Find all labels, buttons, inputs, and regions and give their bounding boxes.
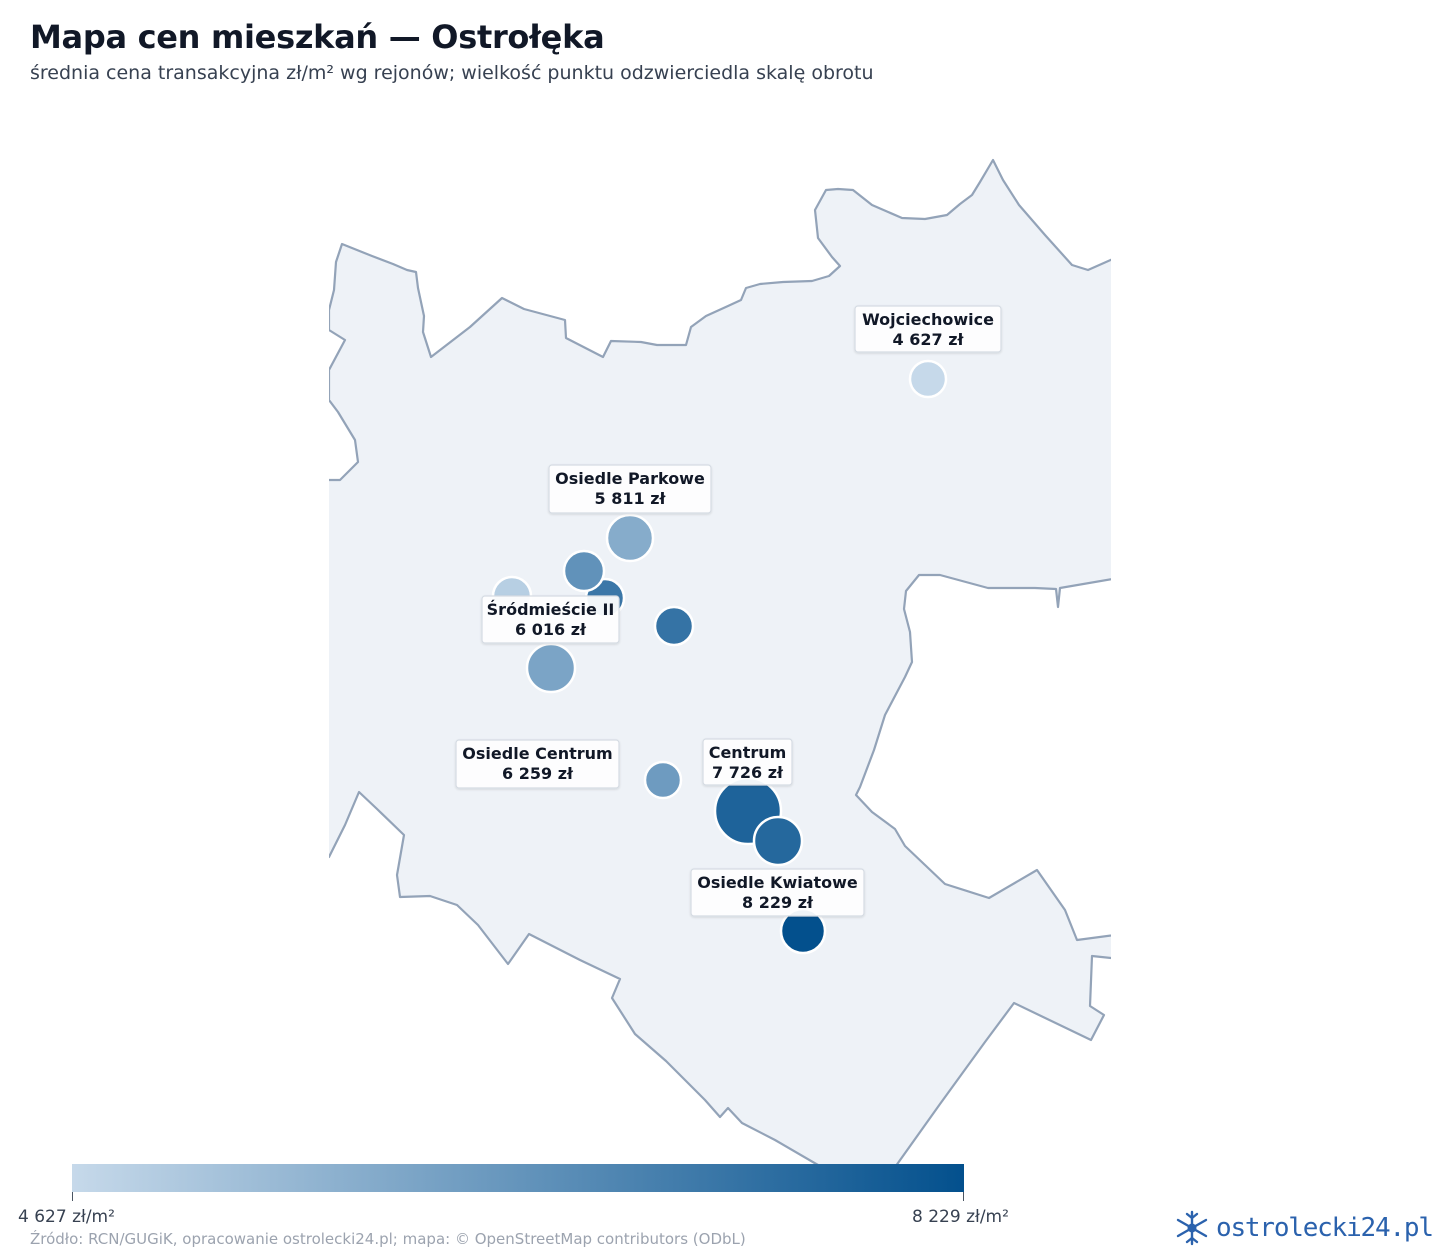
- label-box: [690, 868, 865, 917]
- region-name: Osiedle Centrum: [462, 744, 612, 763]
- price-point-śródmieście-ii[interactable]: [525, 642, 577, 694]
- region-name: Osiedle Kwiatowe: [697, 873, 858, 892]
- region-price: 6 016 zł: [515, 620, 587, 639]
- label-box: [481, 595, 620, 644]
- brand-name: ostrolecki24.pl: [1216, 1213, 1434, 1243]
- source-note: Źródło: RCN/GUGiK, opracowanie ostroleck…: [30, 1230, 746, 1248]
- scale-tick-max: [963, 1192, 964, 1201]
- region-name: Centrum: [709, 743, 787, 762]
- region-label: Śródmieście II6 016 zł: [481, 595, 620, 644]
- color-scale-bar: [72, 1164, 964, 1192]
- district-boundary: [329, 158, 1111, 1170]
- region-price: 7 726 zł: [712, 763, 784, 782]
- label-box: [702, 738, 793, 786]
- map-subtitle: średnia cena transakcyjna zł/m² wg rejon…: [30, 62, 874, 84]
- scale-tick-min: [72, 1192, 73, 1201]
- region-price: 5 811 zł: [595, 489, 667, 508]
- price-point[interactable]: [653, 605, 695, 647]
- brand-logo[interactable]: ostrolecki24.pl: [1172, 1208, 1434, 1248]
- label-box: [548, 464, 712, 514]
- region-price: 8 229 zł: [742, 893, 814, 912]
- price-point[interactable]: [752, 815, 804, 867]
- scale-max-label: 8 229 zł/m²: [912, 1207, 1009, 1227]
- map-title: Mapa cen mieszkań — Ostrołęka: [30, 18, 605, 56]
- region-name: Śródmieście II: [487, 600, 615, 619]
- snowflake-folk-icon: [1176, 1210, 1208, 1246]
- label-box: [854, 305, 1002, 353]
- region-price: 6 259 zł: [502, 764, 574, 783]
- region-name: Wojciechowice: [862, 310, 994, 329]
- scale-min-label: 4 627 zł/m²: [18, 1207, 115, 1227]
- price-point[interactable]: [562, 549, 606, 593]
- label-box: [455, 739, 620, 789]
- region-name: Osiedle Parkowe: [555, 469, 705, 488]
- price-point-osiedle-parkowe[interactable]: [605, 513, 655, 563]
- price-point-osiedle-centrum[interactable]: [643, 760, 683, 800]
- price-point-wojciechowice[interactable]: [908, 359, 948, 399]
- region-price: 4 627 zł: [893, 330, 965, 349]
